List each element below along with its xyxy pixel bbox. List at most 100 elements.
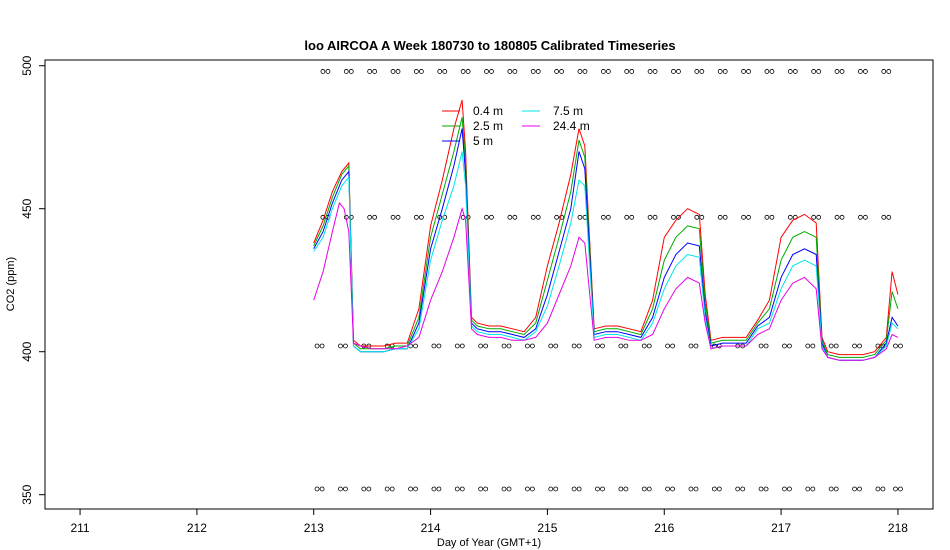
series-line-1 bbox=[313, 117, 899, 358]
reference-marker bbox=[436, 343, 442, 349]
reference-marker bbox=[810, 486, 816, 492]
reference-marker bbox=[530, 214, 536, 220]
x-tick-label: 212 bbox=[187, 521, 207, 535]
reference-marker bbox=[372, 69, 378, 74]
reference-marker bbox=[408, 486, 413, 492]
reference-marker bbox=[629, 214, 635, 220]
reference-marker bbox=[886, 214, 892, 220]
reference-marker bbox=[641, 486, 647, 492]
legend-label: 2.5 m bbox=[473, 119, 503, 133]
reference-marker bbox=[670, 343, 676, 349]
reference-marker bbox=[506, 486, 512, 492]
x-tick-label: 215 bbox=[537, 521, 557, 535]
reference-marker bbox=[740, 486, 746, 492]
reference-marker bbox=[559, 214, 565, 220]
x-axis-label: Day of Year (GMT+1) bbox=[437, 537, 541, 549]
reference-marker bbox=[605, 214, 611, 220]
reference-marker bbox=[554, 69, 560, 74]
reference-marker bbox=[769, 214, 775, 220]
reference-marker bbox=[530, 69, 536, 74]
reference-marker bbox=[623, 343, 629, 349]
reference-marker bbox=[828, 486, 834, 492]
reference-marker bbox=[501, 486, 507, 492]
reference-marker bbox=[576, 343, 582, 349]
reference-marker bbox=[506, 343, 512, 349]
legend: 0.4 m2.5 m5 m 7.5 m24.4 m bbox=[442, 104, 590, 148]
reference-marker bbox=[343, 486, 348, 492]
reference-marker bbox=[764, 214, 770, 220]
reference-marker bbox=[652, 69, 658, 74]
reference-marker bbox=[816, 214, 822, 220]
reference-marker bbox=[828, 343, 834, 349]
reference-marker bbox=[571, 343, 577, 349]
reference-marker bbox=[576, 486, 582, 492]
reference-marker bbox=[600, 69, 606, 74]
reference-marker bbox=[325, 69, 331, 74]
reference-marker bbox=[535, 214, 541, 220]
reference-marker bbox=[893, 486, 898, 492]
reference-marker bbox=[758, 343, 764, 349]
reference-marker bbox=[787, 69, 793, 74]
reference-marker bbox=[465, 69, 471, 74]
reference-marker bbox=[811, 69, 817, 74]
reference-marker bbox=[431, 486, 437, 492]
reference-marker bbox=[834, 214, 840, 220]
reference-marker bbox=[413, 214, 419, 220]
reference-marker bbox=[852, 343, 857, 349]
x-tick-label: 217 bbox=[771, 521, 791, 535]
reference-marker bbox=[782, 486, 787, 492]
reference-marker bbox=[389, 486, 395, 492]
reference-marker bbox=[665, 343, 671, 349]
reference-marker bbox=[839, 214, 845, 220]
reference-marker bbox=[898, 343, 903, 349]
y-tick-label: 400 bbox=[20, 341, 34, 361]
chart-title: loo AIRCOA A Week 180730 to 180805 Calib… bbox=[304, 38, 675, 53]
series-line-0 bbox=[313, 99, 899, 356]
reference-marker bbox=[535, 69, 541, 74]
reference-marker bbox=[314, 486, 320, 492]
reference-marker bbox=[670, 486, 676, 492]
reference-marker bbox=[348, 69, 354, 74]
reference-marker bbox=[319, 343, 325, 349]
reference-marker bbox=[646, 486, 652, 492]
reference-marker bbox=[857, 343, 862, 349]
reference-marker bbox=[833, 343, 839, 349]
reference-marker bbox=[507, 69, 513, 74]
reference-marker bbox=[582, 69, 588, 74]
reference-marker bbox=[595, 343, 600, 349]
reference-marker bbox=[600, 343, 605, 349]
reference-marker bbox=[454, 343, 460, 349]
reference-marker bbox=[886, 69, 892, 74]
reference-marker bbox=[857, 69, 863, 74]
reference-marker bbox=[624, 69, 630, 74]
reference-marker bbox=[717, 214, 723, 220]
reference-marker bbox=[501, 343, 507, 349]
reference-marker bbox=[787, 343, 792, 349]
reference-marker bbox=[688, 343, 694, 349]
reference-marker bbox=[676, 214, 681, 220]
reference-marker bbox=[810, 343, 816, 349]
reference-marker bbox=[769, 69, 775, 74]
reference-marker bbox=[577, 69, 583, 74]
reference-marker bbox=[699, 69, 705, 74]
reference-marker bbox=[652, 214, 658, 220]
reference-marker bbox=[722, 214, 728, 220]
reference-marker bbox=[367, 214, 373, 220]
x-tick-label: 213 bbox=[304, 521, 324, 535]
reference-marker bbox=[459, 486, 465, 492]
reference-marker bbox=[554, 214, 560, 220]
reference-marker bbox=[816, 69, 822, 74]
reference-marker bbox=[483, 343, 489, 349]
reference-marker bbox=[489, 214, 494, 220]
reference-marker bbox=[600, 214, 606, 220]
reference-marker bbox=[548, 343, 554, 349]
reference-marker bbox=[314, 343, 320, 349]
reference-marker bbox=[618, 343, 624, 349]
reference-marker bbox=[524, 343, 530, 349]
reference-marker bbox=[348, 214, 354, 220]
reference-marker bbox=[484, 214, 489, 220]
reference-marker bbox=[833, 486, 839, 492]
x-tick-label: 218 bbox=[888, 521, 908, 535]
reference-marker bbox=[524, 486, 530, 492]
